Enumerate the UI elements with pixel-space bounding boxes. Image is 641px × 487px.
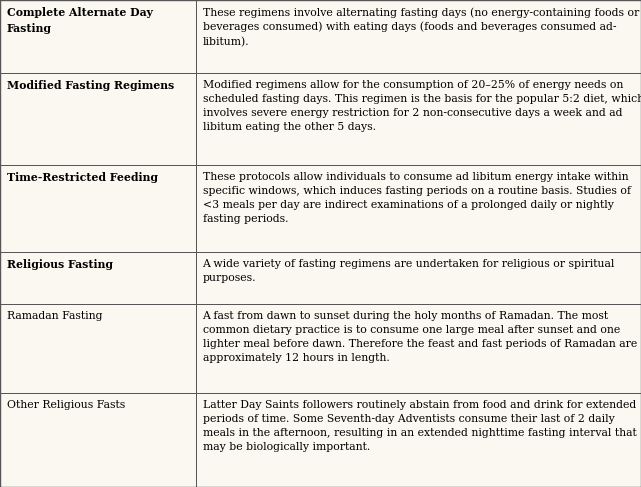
Text: Other Religious Fasts: Other Religious Fasts	[7, 400, 125, 410]
Bar	[196, 165, 641, 252]
Text: A fast from dawn to sunset during the holy months of Ramadan. The most
common di: A fast from dawn to sunset during the ho…	[203, 311, 637, 363]
Bar	[196, 0, 641, 73]
Text: These protocols allow individuals to consume ad libitum energy intake within
spe: These protocols allow individuals to con…	[203, 172, 631, 224]
Text: Latter Day Saints followers routinely abstain from food and drink for extended
p: Latter Day Saints followers routinely ab…	[203, 400, 637, 452]
Bar	[0, 0, 196, 73]
Bar	[0, 252, 196, 304]
Text: Modified regimens allow for the consumption of 20–25% of energy needs on
schedul: Modified regimens allow for the consumpt…	[203, 80, 641, 132]
Text: These regimens involve alternating fasting days (no energy-containing foods or
b: These regimens involve alternating fasti…	[203, 7, 638, 47]
Text: Ramadan Fasting: Ramadan Fasting	[7, 311, 103, 321]
Text: Religious Fasting: Religious Fasting	[7, 260, 113, 270]
Text: Complete Alternate Day
Fasting: Complete Alternate Day Fasting	[7, 7, 153, 34]
Bar	[0, 393, 196, 487]
Bar	[196, 393, 641, 487]
Bar	[196, 252, 641, 304]
Text: A wide variety of fasting regimens are undertaken for religious or spiritual
pur: A wide variety of fasting regimens are u…	[203, 260, 615, 283]
Bar	[0, 165, 196, 252]
Bar	[0, 304, 196, 393]
Bar	[0, 73, 196, 165]
Bar	[196, 304, 641, 393]
Bar	[196, 73, 641, 165]
Text: Modified Fasting Regimens: Modified Fasting Regimens	[7, 80, 174, 91]
Text: Time-Restricted Feeding: Time-Restricted Feeding	[7, 172, 158, 183]
